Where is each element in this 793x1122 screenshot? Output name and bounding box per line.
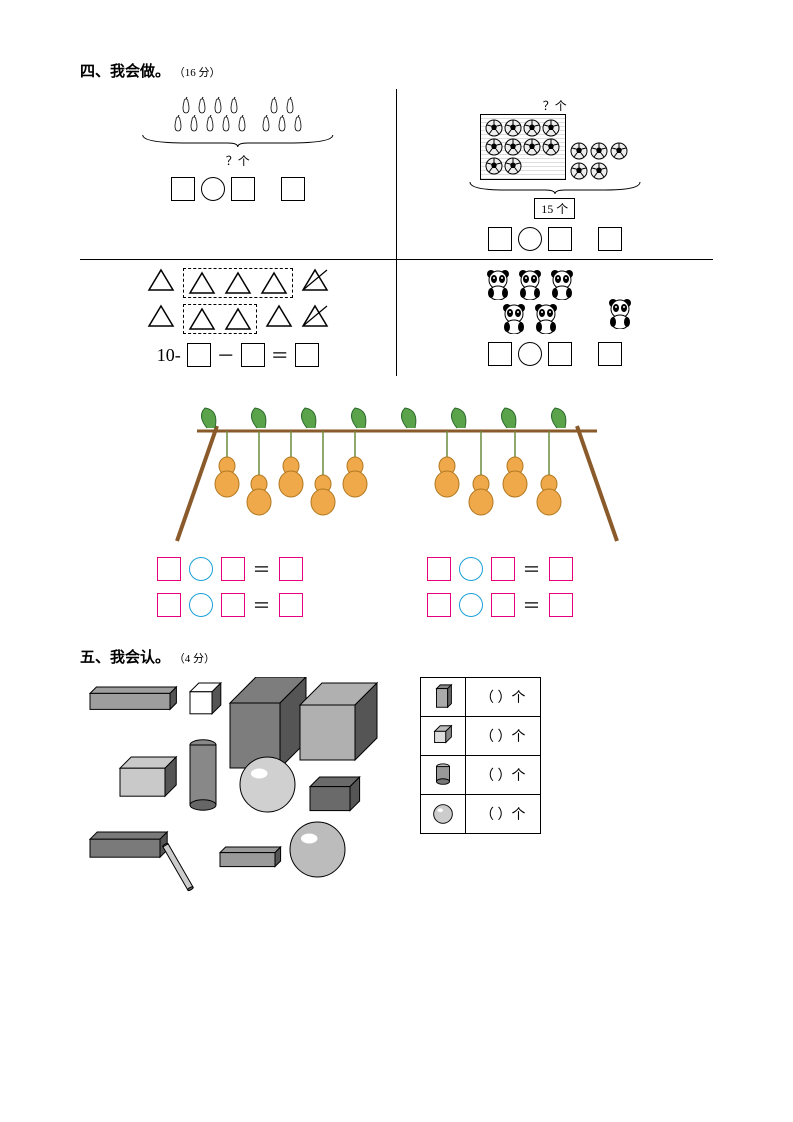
q1-box-c[interactable] — [281, 177, 305, 201]
q1-op[interactable] — [201, 177, 225, 201]
q1-left-group — [171, 97, 249, 133]
q2-basket — [480, 114, 566, 180]
section-4-points: （16 分） — [174, 67, 221, 79]
q3-equation: 10- － ＝ — [96, 342, 380, 368]
geq-1: ＝ — [157, 556, 367, 582]
g3-op[interactable] — [189, 593, 213, 617]
g2-op[interactable] — [459, 557, 483, 581]
g2-a[interactable] — [427, 557, 451, 581]
q2-box-c[interactable] — [598, 227, 622, 251]
g1-a[interactable] — [157, 557, 181, 581]
cuboid-icon — [421, 678, 466, 717]
g3-a[interactable] — [157, 593, 181, 617]
q3-box-c[interactable] — [295, 343, 319, 367]
g2-b[interactable] — [491, 557, 515, 581]
q1-unknown: ？个 — [96, 152, 380, 169]
q1-box-a[interactable] — [171, 177, 195, 201]
q4-panda-group — [475, 268, 585, 334]
q2-answer — [413, 227, 698, 251]
cuboid-count[interactable]: （ ）个 — [466, 678, 541, 717]
q2-brace — [465, 180, 645, 194]
g1-b[interactable] — [221, 557, 245, 581]
cube-icon — [421, 717, 466, 756]
q2-box-b[interactable] — [548, 227, 572, 251]
q2-box-a[interactable] — [488, 227, 512, 251]
cylinder-icon — [421, 756, 466, 795]
section-5-row: （ ）个 （ ）个 （ ）个 （ ）个 — [80, 677, 713, 897]
geq-4: ＝ — [427, 592, 637, 618]
section-5-points: （4 分） — [174, 653, 215, 665]
count-table: （ ）个 （ ）个 （ ）个 （ ）个 — [420, 677, 541, 834]
q3-dash: － — [217, 342, 235, 368]
section-4-title-text: 四、我会做。 — [80, 64, 170, 80]
g4-eq: ＝ — [523, 592, 541, 618]
g2-eq: ＝ — [523, 556, 541, 582]
geq-2: ＝ — [427, 556, 637, 582]
sphere-count[interactable]: （ ）个 — [466, 795, 541, 834]
cube-count[interactable]: （ ）个 — [466, 717, 541, 756]
gourd-vine — [147, 406, 647, 546]
q3-cell: 10- － ＝ — [80, 260, 397, 376]
q4-box-c[interactable] — [598, 342, 622, 366]
section-5-title: 五、我会认。 （4 分） — [80, 646, 713, 667]
q1-box-b[interactable] — [231, 177, 255, 201]
q2-cell: ？个 15 个 — [397, 89, 714, 260]
g3-b[interactable] — [221, 593, 245, 617]
g4-a[interactable] — [427, 593, 451, 617]
g4-b[interactable] — [491, 593, 515, 617]
q4-cell — [397, 260, 714, 376]
q4-box-b[interactable] — [548, 342, 572, 366]
section-4-title: 四、我会做。 （16 分） — [80, 60, 713, 81]
q3-row1 — [147, 268, 329, 298]
q2-unknown: ？个 — [543, 97, 567, 114]
g1-c[interactable] — [279, 557, 303, 581]
section-4-grid: ？个 ？个 15 个 — [80, 89, 713, 376]
g3-eq: ＝ — [253, 592, 271, 618]
q2-op[interactable] — [518, 227, 542, 251]
q4-op[interactable] — [518, 342, 542, 366]
cylinder-count[interactable]: （ ）个 — [466, 756, 541, 795]
section-5-title-text: 五、我会认。 — [80, 650, 170, 666]
geq-3: ＝ — [157, 592, 367, 618]
g3-c[interactable] — [279, 593, 303, 617]
q3-prefix: 10- — [157, 345, 181, 366]
g1-eq: ＝ — [253, 556, 271, 582]
q3-box-a[interactable] — [187, 343, 211, 367]
g4-op[interactable] — [459, 593, 483, 617]
q4-answer — [413, 342, 698, 366]
q4-panda-alone — [605, 297, 635, 334]
shapes-canvas — [80, 677, 390, 897]
g2-c[interactable] — [549, 557, 573, 581]
q1-brace — [96, 133, 380, 147]
sphere-icon — [421, 795, 466, 834]
gourd-section: ＝ ＝ ＝ ＝ — [80, 406, 713, 618]
q2-total: 15 个 — [534, 198, 575, 219]
q3-box-b[interactable] — [241, 343, 265, 367]
q3-eq: ＝ — [271, 342, 289, 368]
gourd-equations: ＝ ＝ ＝ ＝ — [157, 556, 637, 618]
q1-cell: ？个 — [80, 89, 397, 260]
g4-c[interactable] — [549, 593, 573, 617]
q4-box-a[interactable] — [488, 342, 512, 366]
q2-outside — [570, 142, 630, 180]
q1-right-group — [259, 97, 305, 133]
g1-op[interactable] — [189, 557, 213, 581]
q3-row2 — [147, 304, 329, 334]
q1-answer — [96, 177, 380, 201]
